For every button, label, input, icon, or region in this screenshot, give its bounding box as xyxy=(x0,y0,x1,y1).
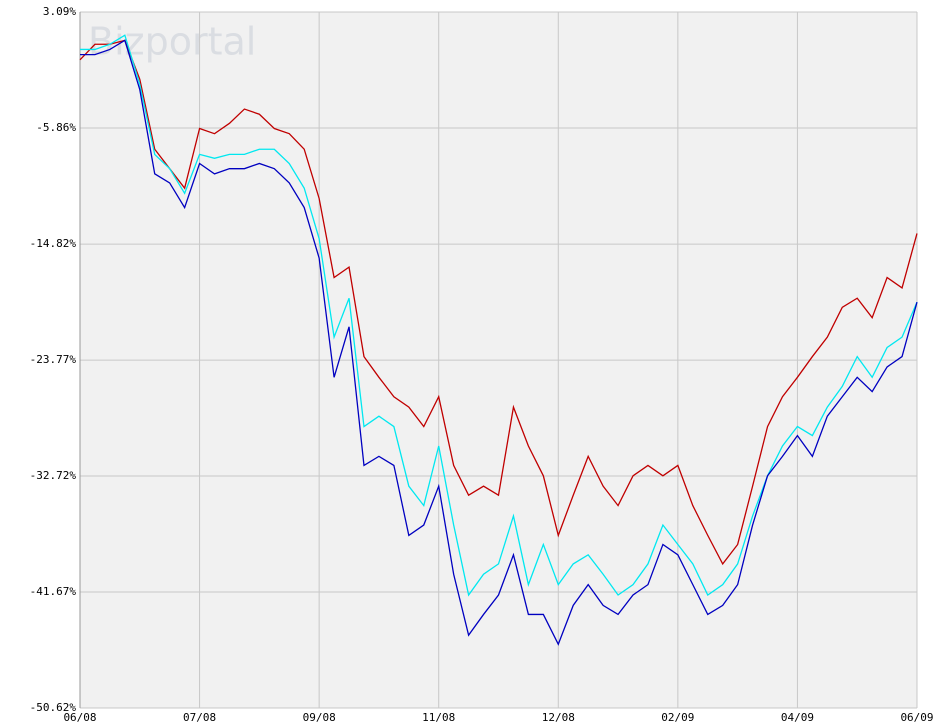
watermark: Bizportal xyxy=(88,20,256,64)
x-tick-label: 02/09 xyxy=(661,711,694,724)
x-tick-label: 07/08 xyxy=(183,711,216,724)
y-tick-label: -50.62% xyxy=(30,701,77,714)
y-tick-label: -23.77% xyxy=(30,353,77,366)
y-tick-label: 3.09% xyxy=(43,5,76,18)
y-tick-label: -5.86% xyxy=(36,121,76,134)
x-tick-label: 11/08 xyxy=(422,711,455,724)
x-tick-label: 06/08 xyxy=(63,711,96,724)
y-tick-label: -32.72% xyxy=(30,469,77,482)
series-line xyxy=(80,39,918,646)
y-tick-label: -41.67% xyxy=(30,585,77,598)
series-line xyxy=(80,34,918,597)
series-line xyxy=(79,39,918,566)
x-tick-label: 04/09 xyxy=(781,711,814,724)
x-tick-label: 09/08 xyxy=(303,711,336,724)
x-tick-label: 12/08 xyxy=(542,711,575,724)
x-tick-label: 06/09 xyxy=(900,711,933,724)
y-tick-label: -14.82% xyxy=(30,237,77,250)
